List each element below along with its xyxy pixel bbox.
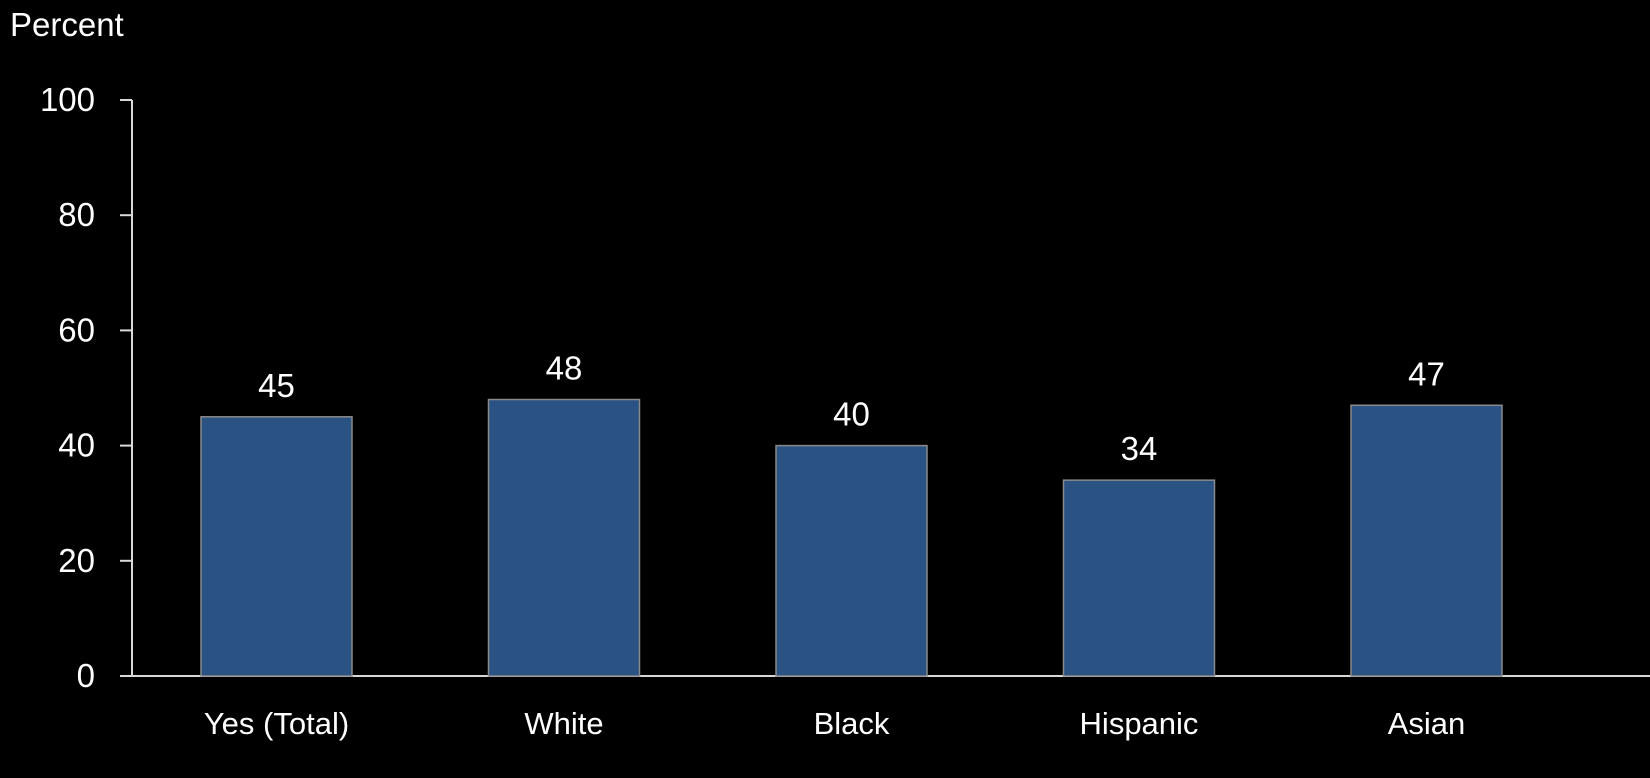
bar-value-label: 48 — [546, 350, 583, 387]
bar — [200, 416, 353, 677]
x-tick-label: White — [524, 706, 603, 741]
x-tick-label: Hispanic — [1080, 706, 1199, 741]
bar-value-label: 34 — [1121, 430, 1158, 467]
bar-value-label: 47 — [1408, 355, 1445, 392]
bar — [1350, 404, 1503, 677]
bar — [487, 398, 641, 677]
x-tick-label: Black — [814, 706, 890, 741]
y-tick-label: 0 — [77, 657, 95, 694]
y-axis-ticks: 0 20 40 60 80 100 — [40, 81, 132, 694]
y-axis-title: Percent — [10, 6, 124, 43]
y-tick-label: 80 — [58, 196, 95, 233]
bar — [1062, 479, 1216, 677]
bar-value-label: 45 — [258, 367, 295, 404]
y-tick-label: 100 — [40, 81, 95, 118]
x-tick-label: Asian — [1388, 706, 1466, 741]
bar-value-label: 40 — [833, 396, 870, 433]
data-labels: 45 48 40 34 47 — [258, 350, 1445, 468]
y-tick-label: 60 — [58, 311, 95, 348]
y-tick-label: 20 — [58, 542, 95, 579]
bar — [775, 444, 928, 677]
x-axis-labels: Yes (Total) White Black Hispanic Asian — [204, 706, 1465, 741]
y-tick-label: 40 — [58, 427, 95, 464]
bars — [200, 398, 1503, 677]
x-tick-label: Yes (Total) — [204, 706, 349, 741]
